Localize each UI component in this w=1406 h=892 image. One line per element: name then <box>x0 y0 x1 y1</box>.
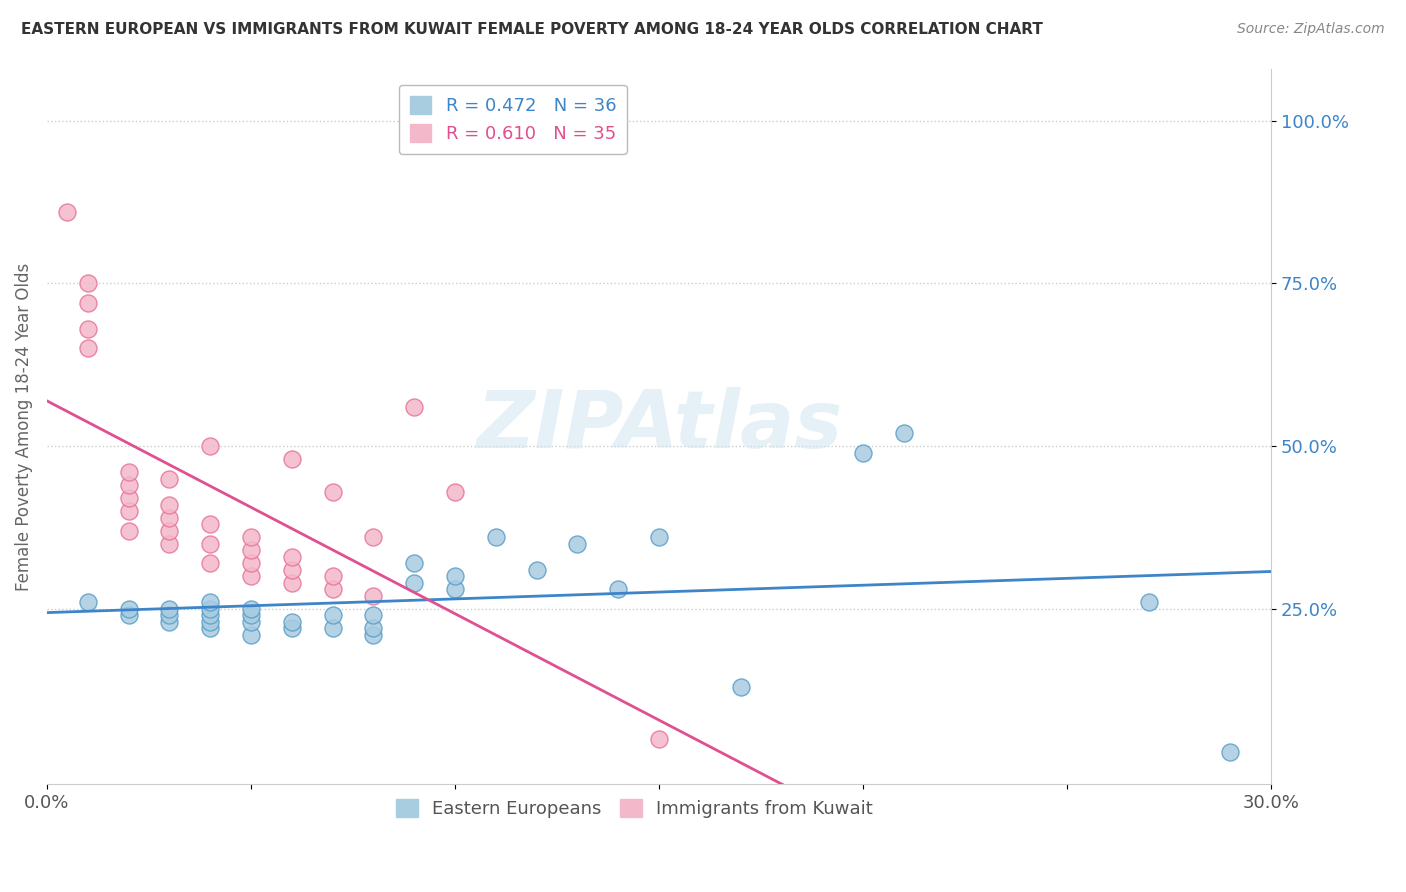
Point <box>117 601 139 615</box>
Point <box>280 549 302 564</box>
Point <box>363 530 385 544</box>
Point <box>363 621 385 635</box>
Point <box>76 277 98 291</box>
Text: ZIPAtlas: ZIPAtlas <box>475 387 842 466</box>
Point <box>239 543 262 558</box>
Point <box>76 342 98 356</box>
Point <box>322 484 344 499</box>
Point <box>117 478 139 492</box>
Point <box>893 425 915 440</box>
Point <box>322 608 344 623</box>
Point <box>157 608 180 623</box>
Point <box>607 582 630 597</box>
Point <box>280 563 302 577</box>
Point <box>363 589 385 603</box>
Point <box>198 439 221 453</box>
Point <box>198 621 221 635</box>
Point <box>1137 595 1160 609</box>
Point <box>198 601 221 615</box>
Point <box>239 608 262 623</box>
Point <box>157 524 180 538</box>
Point <box>157 498 180 512</box>
Point <box>567 536 589 550</box>
Legend: Eastern Europeans, Immigrants from Kuwait: Eastern Europeans, Immigrants from Kuwai… <box>389 792 880 825</box>
Point <box>1219 745 1241 759</box>
Point <box>76 295 98 310</box>
Point <box>280 575 302 590</box>
Point <box>198 615 221 629</box>
Point <box>157 510 180 524</box>
Point <box>280 621 302 635</box>
Point <box>198 556 221 570</box>
Point <box>239 601 262 615</box>
Point <box>117 608 139 623</box>
Text: EASTERN EUROPEAN VS IMMIGRANTS FROM KUWAIT FEMALE POVERTY AMONG 18-24 YEAR OLDS : EASTERN EUROPEAN VS IMMIGRANTS FROM KUWA… <box>21 22 1043 37</box>
Point <box>280 615 302 629</box>
Point <box>117 491 139 505</box>
Point <box>404 556 426 570</box>
Point <box>730 680 752 694</box>
Point <box>444 582 467 597</box>
Point <box>239 628 262 642</box>
Point <box>852 445 875 459</box>
Y-axis label: Female Poverty Among 18-24 Year Olds: Female Poverty Among 18-24 Year Olds <box>15 262 32 591</box>
Point <box>444 484 467 499</box>
Point <box>157 601 180 615</box>
Point <box>198 536 221 550</box>
Point <box>76 322 98 336</box>
Point <box>322 621 344 635</box>
Point <box>404 575 426 590</box>
Point <box>322 569 344 583</box>
Point <box>239 556 262 570</box>
Point <box>117 524 139 538</box>
Point <box>363 628 385 642</box>
Point <box>239 530 262 544</box>
Point <box>157 471 180 485</box>
Point <box>76 595 98 609</box>
Point <box>117 465 139 479</box>
Point <box>117 504 139 518</box>
Point <box>526 563 548 577</box>
Point <box>198 517 221 532</box>
Point <box>648 731 671 746</box>
Point <box>157 615 180 629</box>
Point <box>322 582 344 597</box>
Point <box>198 608 221 623</box>
Point <box>648 530 671 544</box>
Point <box>363 608 385 623</box>
Point <box>404 400 426 414</box>
Point <box>280 452 302 467</box>
Point <box>485 530 508 544</box>
Point <box>444 569 467 583</box>
Point <box>198 595 221 609</box>
Point <box>56 204 79 219</box>
Point <box>239 569 262 583</box>
Text: Source: ZipAtlas.com: Source: ZipAtlas.com <box>1237 22 1385 37</box>
Point <box>239 615 262 629</box>
Point <box>157 536 180 550</box>
